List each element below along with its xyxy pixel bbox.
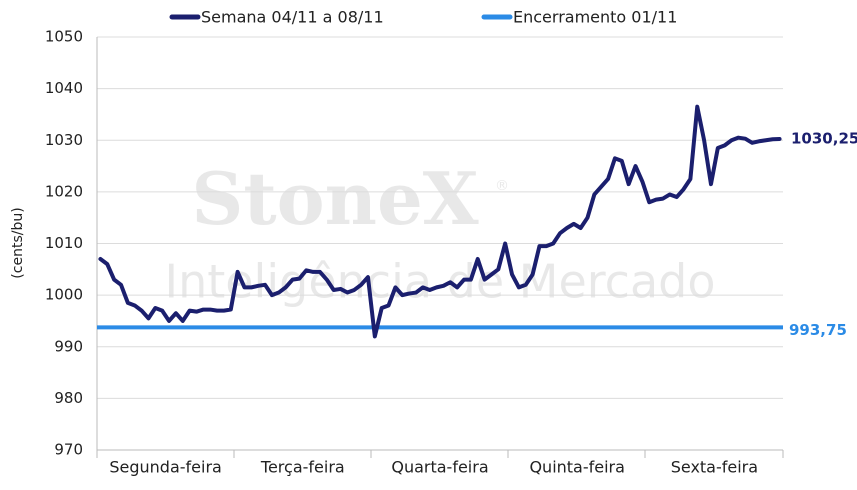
y-tick-label: 980 xyxy=(54,389,83,407)
series-line xyxy=(98,104,782,339)
x-tick-label: Quarta-feira xyxy=(391,458,488,477)
watermark: StoneX ® Inteligência de Mercado xyxy=(165,156,716,309)
y-tick-label: 990 xyxy=(54,337,83,355)
y-tick-label: 1020 xyxy=(45,182,83,200)
y-tick-label: 970 xyxy=(54,441,83,459)
x-tick-label: Quinta-feira xyxy=(529,458,624,477)
y-tick-label: 1010 xyxy=(45,234,83,252)
watermark-mark: ® xyxy=(495,178,509,194)
y-tick-label: 1030 xyxy=(45,131,83,149)
end-label: 1030,25 xyxy=(791,129,857,147)
legend-label: Encerramento 01/11 xyxy=(513,8,677,27)
legend-label: Semana 04/11 a 08/11 xyxy=(201,8,384,27)
category-separators xyxy=(96,450,784,458)
y-tick-label: 1040 xyxy=(45,79,83,97)
watermark-subtitle: Inteligência de Mercado xyxy=(165,255,716,309)
y-axis-label: (cents/bu) xyxy=(10,207,26,278)
reference-label: 993,75 xyxy=(789,321,847,339)
x-tick-label: Segunda-feira xyxy=(109,458,221,477)
x-tick-label: Terça-feira xyxy=(260,458,345,477)
watermark-brand: StoneX xyxy=(191,156,478,241)
x-tick-label: Sexta-feira xyxy=(671,458,758,477)
y-tick-label: 1000 xyxy=(45,286,83,304)
y-tick-label: 1050 xyxy=(45,28,83,46)
